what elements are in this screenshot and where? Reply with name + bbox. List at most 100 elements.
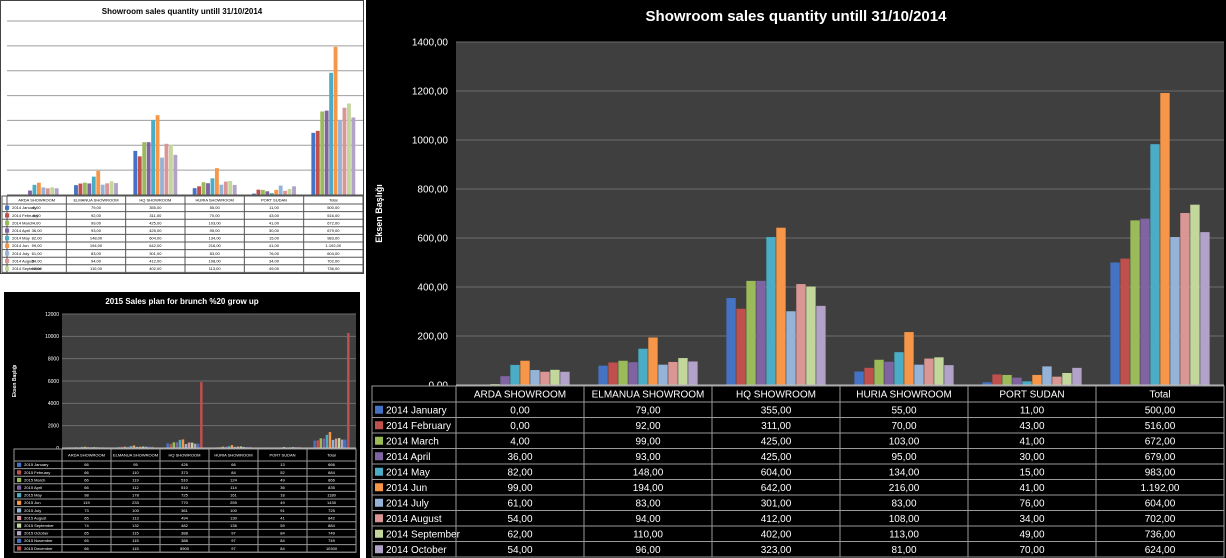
table-cell-value: 702,00: [327, 258, 340, 263]
legend-swatch: [17, 546, 22, 551]
table-cell-value: 124: [230, 477, 237, 482]
legend-series-name: 2015 November: [24, 538, 53, 543]
table-cell-value: 54,00: [507, 514, 532, 525]
bar: [178, 439, 182, 448]
bar: [628, 362, 638, 385]
bar: [904, 332, 914, 385]
table-cell-value: 672,00: [327, 220, 340, 225]
bar: [333, 46, 338, 196]
table-cell-value: 983,00: [327, 236, 340, 241]
table-cell-value: 99,00: [507, 483, 532, 494]
legend-series-name: 2014 January: [386, 405, 447, 416]
bar: [1170, 237, 1180, 385]
bar: [864, 367, 874, 385]
bar: [736, 308, 746, 385]
table-cell-value: 402,00: [761, 529, 792, 540]
table-cell-value: 108,00: [889, 514, 920, 525]
bar: [934, 357, 944, 385]
table-cell-value: 92,00: [91, 213, 102, 218]
bar: [232, 184, 237, 195]
legend-series-name: 2014 March: [12, 220, 33, 225]
legend-series-name: 2014 April: [386, 452, 430, 463]
table-cell-value: 866: [328, 477, 335, 482]
table-cell-value: 66: [231, 462, 236, 467]
table-cell-value: 0,00: [33, 205, 42, 210]
table-column-header: HURIA SHOWROOM: [856, 390, 952, 401]
bar: [1022, 381, 1032, 385]
bar: [28, 190, 32, 195]
table-column-header: ELMANUA SHOWROOM: [113, 452, 158, 457]
y-tick-label: 6000: [48, 379, 59, 385]
table-cell-value: 516,00: [1145, 421, 1176, 432]
bar: [510, 364, 520, 385]
table-cell-value: 110,00: [90, 266, 103, 271]
thumbnail-chart-panel[interactable]: Showroom sales quantity untill 31/10/201…: [0, 0, 364, 274]
table-cell-value: 132: [132, 523, 139, 528]
legend-swatch: [375, 545, 383, 554]
plot-area: [456, 42, 1224, 385]
table-cell-value: 49,00: [269, 266, 280, 271]
legend-series-name: 2014 August: [386, 514, 442, 525]
main-chart-panel[interactable]: Showroom sales quantity untill 31/10/201…: [366, 0, 1226, 558]
table-cell-value: 15,00: [269, 236, 280, 241]
legend-swatch: [17, 485, 22, 490]
legend-series-name: 2015 April: [24, 485, 42, 490]
y-tick-label: 1000,00: [412, 136, 449, 147]
bar: [230, 445, 234, 448]
table-cell-value: 83,00: [91, 251, 102, 256]
bar: [227, 446, 231, 448]
bar: [105, 183, 110, 195]
legend-series-name: 2015 October: [24, 531, 49, 536]
legend-swatch: [17, 531, 22, 536]
bar: [91, 176, 96, 195]
bar: [1052, 376, 1062, 385]
bar: [120, 446, 123, 448]
table-cell-value: 30,00: [269, 228, 280, 233]
table-cell-value: 83,00: [635, 498, 660, 509]
bar: [78, 183, 83, 195]
bar: [126, 446, 130, 448]
bar: [173, 154, 178, 195]
bar: [274, 189, 279, 195]
table-cell-value: 108,00: [209, 258, 222, 263]
bar: [87, 183, 92, 195]
table-cell-value: 130: [230, 515, 237, 520]
table-cell-value: 642,00: [761, 483, 792, 494]
table-cell-value: 0,00: [510, 405, 530, 416]
table-cell-value: 84: [280, 538, 285, 543]
table-cell-value: 95: [133, 462, 138, 467]
table-cell-value: 70,00: [891, 421, 916, 432]
legend-series-name: 2015 July: [24, 508, 41, 513]
y-tick-label: 600,00: [417, 234, 448, 245]
bar: [190, 442, 194, 448]
table-cell-value: 749: [328, 531, 335, 536]
table-cell-value: 65: [84, 515, 89, 520]
legend-series-name: 2015 March: [24, 477, 45, 482]
bar: [1042, 366, 1052, 385]
bar: [278, 185, 283, 195]
data-table: [371, 385, 1225, 558]
bar: [200, 382, 203, 448]
bar: [221, 446, 225, 448]
legend-series-name: 2014 January: [12, 205, 36, 210]
bar: [181, 439, 185, 448]
bar: [184, 443, 188, 448]
table-cell-value: 18: [280, 493, 285, 498]
legend-swatch: [5, 228, 10, 233]
table-cell-value: 233: [132, 500, 139, 505]
bar: [322, 438, 326, 448]
table-cell-value: 62,00: [32, 266, 43, 271]
bar: [223, 181, 228, 195]
bar: [1200, 232, 1210, 385]
table-cell-value: 97: [231, 531, 236, 536]
legend-series-name: 2014 Jun: [386, 483, 427, 494]
bar: [129, 446, 133, 448]
bar: [331, 439, 335, 448]
legend-series-name: 2014 July: [386, 498, 429, 509]
bar: [260, 189, 265, 195]
plan-2015-chart-panel[interactable]: 2015 Sales plan for brunch %20 grow up 0…: [4, 292, 360, 558]
bar: [608, 362, 618, 385]
bar: [283, 190, 288, 195]
table-cell-value: 30,00: [1019, 452, 1044, 463]
bar: [233, 446, 237, 448]
